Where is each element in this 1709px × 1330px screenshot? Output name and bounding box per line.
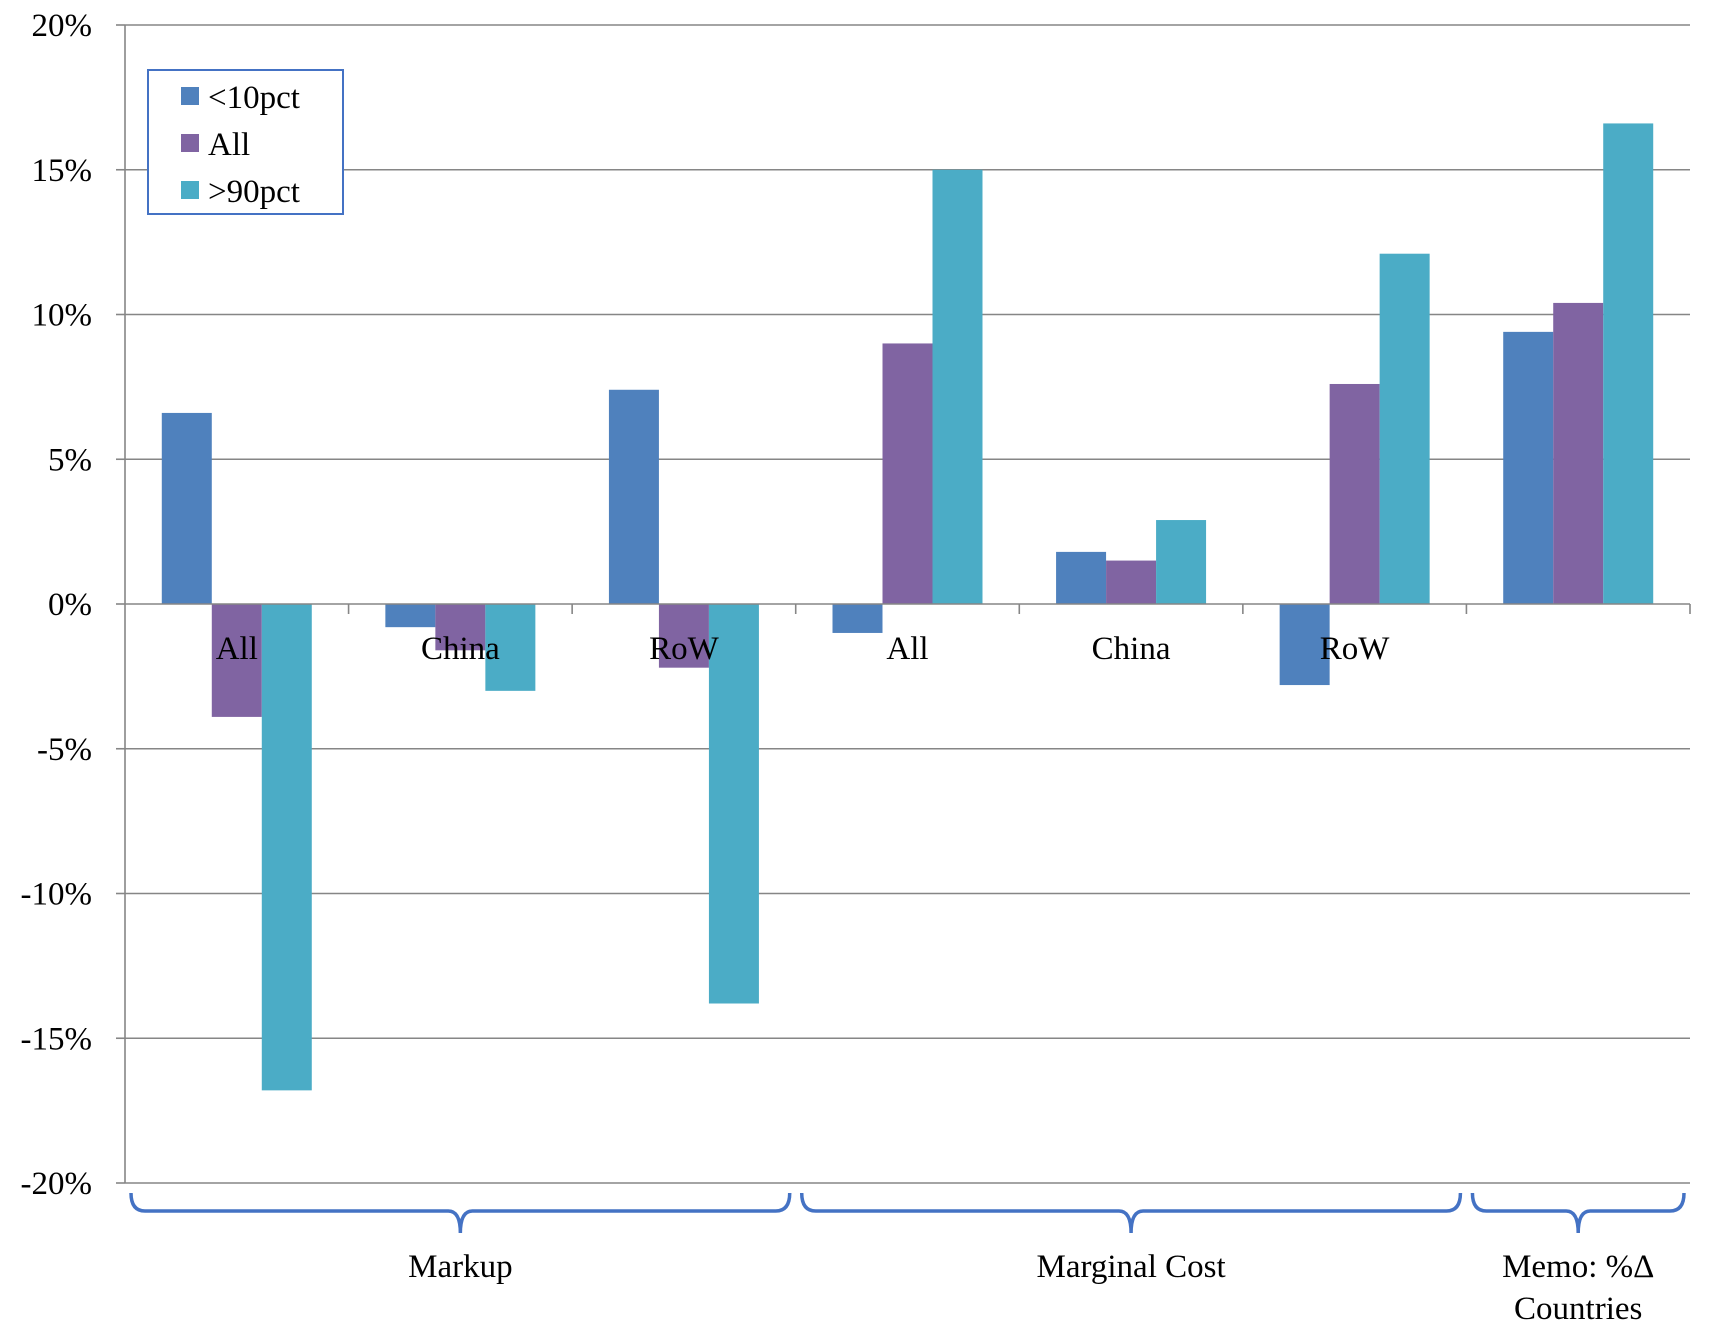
grid-lines bbox=[125, 24, 1690, 1184]
y-tick-label: -5% bbox=[37, 732, 92, 768]
category-label: All bbox=[216, 631, 258, 667]
group-label: Countries bbox=[1514, 1291, 1642, 1327]
group-label: Marginal Cost bbox=[1037, 1249, 1226, 1285]
y-tick-label: 5% bbox=[48, 442, 92, 478]
group-brackets: Markup Marginal Cost Memo: %Δ Countries bbox=[129, 1192, 1686, 1327]
bar bbox=[1106, 560, 1157, 604]
legend-swatch bbox=[181, 87, 199, 105]
category-label: RoW bbox=[1320, 631, 1391, 667]
bar bbox=[608, 389, 659, 604]
category-labels: All China RoW All China RoW bbox=[216, 631, 1391, 667]
y-tick-label: -10% bbox=[21, 877, 92, 913]
bar bbox=[1603, 123, 1654, 605]
bar bbox=[1279, 604, 1330, 686]
bar bbox=[832, 604, 883, 633]
bar bbox=[1503, 331, 1554, 604]
bar bbox=[485, 604, 536, 691]
bar bbox=[385, 604, 436, 628]
axes bbox=[124, 25, 1690, 1183]
legend-label: >90pct bbox=[208, 174, 300, 210]
bar bbox=[1329, 383, 1380, 604]
y-tick-label: -20% bbox=[21, 1166, 92, 1202]
bar bbox=[1156, 520, 1207, 604]
legend: <10pct All >90pct bbox=[147, 69, 344, 215]
y-tick-label: 15% bbox=[32, 153, 93, 189]
group-label: Memo: %Δ bbox=[1502, 1249, 1654, 1285]
bar bbox=[1056, 551, 1107, 604]
legend-label: <10pct bbox=[208, 80, 300, 116]
bar bbox=[161, 412, 212, 604]
bar bbox=[261, 604, 312, 1091]
y-tick-label: 0% bbox=[48, 587, 92, 623]
group-bracket bbox=[799, 1192, 1463, 1234]
y-tick-label: 20% bbox=[32, 8, 93, 44]
category-label: RoW bbox=[649, 631, 720, 667]
bar bbox=[882, 343, 933, 604]
y-axis-ticks: 20% 15% 10% 5% 0% -5% -10% -15% -20% bbox=[21, 8, 125, 1202]
bar bbox=[435, 604, 486, 651]
bar bbox=[1379, 253, 1430, 604]
legend-swatch bbox=[181, 181, 199, 199]
y-tick-label: -15% bbox=[21, 1021, 92, 1057]
category-label: All bbox=[886, 631, 928, 667]
bar bbox=[211, 604, 262, 717]
category-label: China bbox=[1092, 631, 1171, 667]
bar bbox=[1553, 302, 1604, 604]
group-label: Markup bbox=[408, 1249, 512, 1285]
group-bracket bbox=[1470, 1192, 1686, 1234]
legend-swatch bbox=[181, 134, 199, 152]
bar bbox=[658, 604, 709, 668]
bar bbox=[932, 169, 983, 604]
group-bracket bbox=[129, 1192, 792, 1234]
x-axis-ticks bbox=[347, 604, 1691, 614]
y-tick-label: 10% bbox=[32, 298, 93, 334]
bar bbox=[708, 604, 759, 1004]
category-label: China bbox=[421, 631, 500, 667]
legend-label: All bbox=[208, 127, 250, 163]
legend-box bbox=[147, 69, 344, 215]
bars bbox=[161, 123, 1654, 1091]
